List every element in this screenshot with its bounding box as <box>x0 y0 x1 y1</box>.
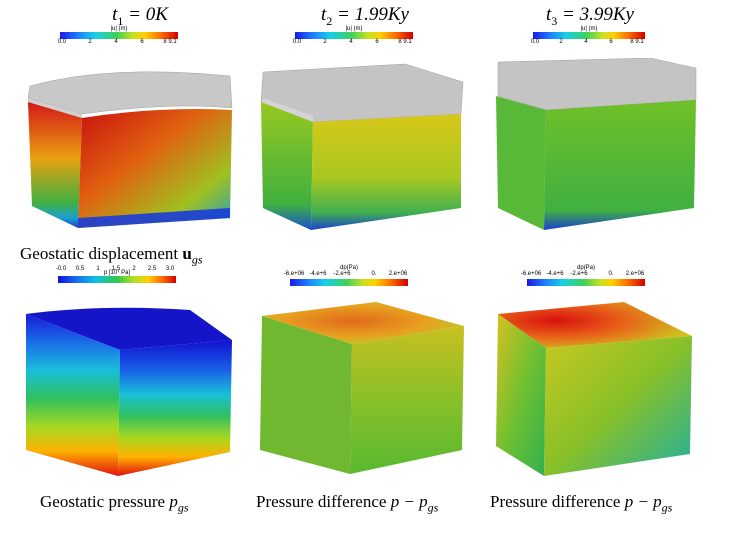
colorbar-pressure: p [10⁷ Pa] -0.0 0.5 1 1.5 2 2.5 3.0 <box>56 266 176 291</box>
time-title-1: t1 = 0K <box>112 4 168 28</box>
colorbar-displacement-3: |u| (m) 0.0 2 4 6 8 9.1 <box>530 26 645 47</box>
caption-pressure: Geostatic pressure pgs <box>40 492 189 515</box>
colorbar-gradient <box>533 32 645 39</box>
time-title-3: t3 = 3.99Ky <box>546 4 634 28</box>
pressure-diff-cube-t2 <box>260 302 464 474</box>
colorbar-ticks: 0.0 2 4 6 8 9.1 <box>57 39 177 45</box>
displacement-cube-t2 <box>260 63 464 230</box>
colorbar-ticks: 0.0 2 4 6 8 9.1 <box>530 39 644 45</box>
pressure-cube <box>26 307 232 476</box>
colorbar-gradient <box>60 32 178 39</box>
displacement-cube-t1 <box>27 71 233 228</box>
colorbar-gradient <box>295 32 413 39</box>
colorbar-title: p [10⁷ Pa] <box>103 270 131 276</box>
caption-pressure-diff-2: Pressure difference p − pgs <box>490 492 673 515</box>
caption-displacement: Geostatic displacement ugs <box>20 244 203 267</box>
colorbar-ticks: 0.0 2 4 6 8 9.1 <box>292 39 412 45</box>
colorbar-ticks: -6.e+06 -4.e+6 -2.e+6 0. 2.e+06 <box>283 271 408 277</box>
caption-pressure-diff-1: Pressure difference p − pgs <box>256 492 439 515</box>
colorbar-dp-2: dp(Pa) -6.e+06 -4.e+6 -2.e+6 0. 2.e+06 <box>520 265 645 286</box>
colorbar-displacement-2: |u| (m) 0.0 2 4 6 8 9.1 <box>292 26 413 47</box>
colorbar-gradient <box>58 276 176 283</box>
colorbar-gradient <box>527 279 645 286</box>
colorbar-title: dp(Pa) <box>576 265 595 271</box>
colorbar-title: |u| (m) <box>580 26 598 32</box>
pressure-diff-cube-t3 <box>496 302 692 476</box>
colorbar-ticks: -0.0 0.5 1 1.5 2 2.5 3.0 <box>55 266 175 272</box>
time-title-2: t2 = 1.99Ky <box>321 4 409 28</box>
colorbar-title: |u| (m) <box>345 26 363 32</box>
colorbar-title: |u| (m) <box>110 26 128 32</box>
displacement-cube-t3 <box>496 58 697 230</box>
colorbar-gradient <box>290 279 408 286</box>
colorbar-title: dp(Pa) <box>339 265 358 271</box>
colorbar-ticks: -6.e+06 -4.e+6 -2.e+6 0. 2.e+06 <box>520 271 645 277</box>
colorbar-displacement-1: |u| (m) 0.0 2 4 6 8 9.1 <box>57 26 178 47</box>
colorbar-dp-1: dp(Pa) -6.e+06 -4.e+6 -2.e+6 0. 2.e+06 <box>283 265 408 286</box>
